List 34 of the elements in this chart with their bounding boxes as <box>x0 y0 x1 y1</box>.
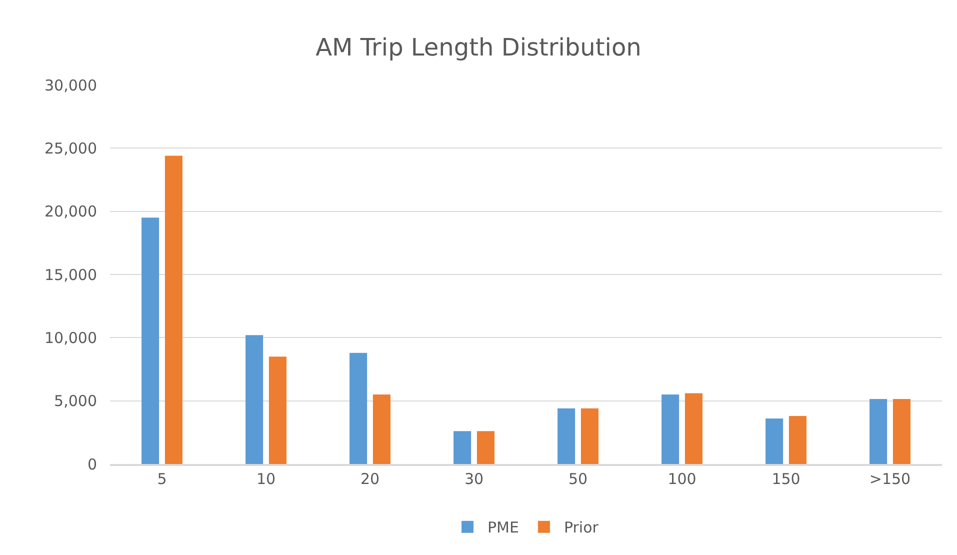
bar <box>766 418 784 464</box>
bar <box>684 393 702 464</box>
x-tick-label: 50 <box>568 470 588 488</box>
y-tick-label: 15,000 <box>44 266 97 284</box>
x-tick-label: 5 <box>157 470 167 488</box>
x-tick-label: >150 <box>869 470 911 488</box>
bar <box>454 431 472 464</box>
bar <box>580 408 598 464</box>
chart-title: AM Trip Length Distribution <box>316 34 642 62</box>
x-tick-label: 30 <box>464 470 484 488</box>
x-tick-label: 10 <box>256 470 276 488</box>
legend-label: Prior <box>564 518 600 537</box>
x-tick-label: 100 <box>668 470 696 488</box>
y-tick-label: 5,000 <box>54 392 97 410</box>
bar <box>372 394 390 464</box>
bar <box>246 335 264 464</box>
bar <box>662 394 680 464</box>
bar <box>350 352 368 464</box>
bar <box>788 416 806 464</box>
y-tick-label: 10,000 <box>44 328 97 347</box>
bar <box>892 398 910 464</box>
y-tick-label: 20,000 <box>44 202 97 221</box>
y-tick-label: 25,000 <box>44 139 97 158</box>
x-tick-label: 20 <box>360 470 380 488</box>
bar <box>164 156 182 464</box>
y-tick-label: 0 <box>87 455 97 474</box>
bar <box>268 356 286 464</box>
x-tick-label: 150 <box>772 470 800 488</box>
bar <box>142 218 160 464</box>
y-tick-label: 30,000 <box>44 76 97 94</box>
legend-label: PME <box>488 518 519 537</box>
bar <box>558 408 576 464</box>
bar <box>870 398 888 464</box>
bar <box>476 431 494 464</box>
